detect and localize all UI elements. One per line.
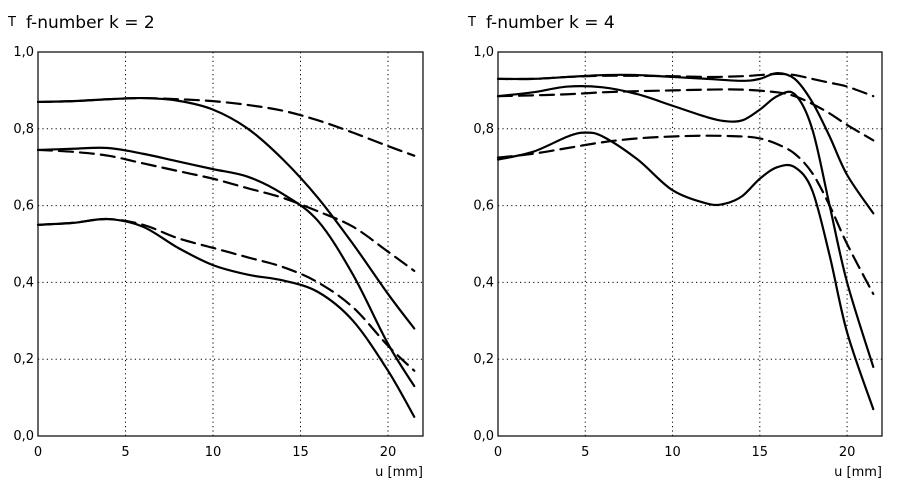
x-tick-label: 20 — [380, 445, 397, 460]
chart-title: f-number k = 4 — [486, 13, 615, 33]
series-line-6-dashed — [496, 134, 875, 296]
y-tick-label: 0,0 — [473, 429, 494, 444]
y-axis-label: T — [7, 15, 16, 30]
series-line-1-solid — [496, 72, 875, 215]
plot-frame — [497, 51, 883, 437]
series-line-4-dashed — [496, 88, 875, 142]
x-tick-label: 5 — [581, 445, 589, 460]
series-line-2-dashed — [36, 96, 416, 157]
series-line-3-solid — [36, 146, 416, 388]
chart-panel-2: 0,0 0,2 0,4 0,6 0,8 1,0 0 5 10 15 20 T f-number k = … — [467, 13, 883, 480]
series-line-5-solid — [36, 217, 416, 418]
chart-title: f-number k = 2 — [26, 13, 155, 33]
chart-panel-1: 0,0 0,2 0,4 0,6 0,8 1,0 0 5 10 15 20 T f-number k = … — [7, 13, 424, 480]
x-axis-label: u [mm] — [834, 465, 882, 480]
x-axis-label: u [mm] — [375, 465, 423, 480]
y-axis-label: T — [467, 15, 476, 30]
plot-frame — [37, 51, 424, 437]
y-tick-label: 0,0 — [13, 429, 34, 444]
x-tick-label: 20 — [839, 445, 856, 460]
x-tick-label: 15 — [292, 445, 309, 460]
y-tick-label: 0,2 — [13, 352, 34, 367]
y-tick-label: 0,8 — [473, 122, 494, 137]
series-line-4-dashed — [36, 148, 416, 272]
y-tick-label: 1,0 — [13, 45, 34, 60]
series-line-1-solid — [36, 96, 416, 330]
x-tick-label: 5 — [121, 445, 129, 460]
y-tick-label: 0,2 — [473, 352, 494, 367]
x-tick-label: 10 — [205, 445, 222, 460]
y-tick-label: 1,0 — [473, 45, 494, 60]
series-line-2-dashed — [496, 72, 875, 98]
y-tick-label: 0,8 — [13, 122, 34, 137]
y-tick-label: 0,6 — [13, 199, 34, 214]
x-tick-label: 15 — [752, 445, 769, 460]
series-line-6-dashed — [36, 217, 416, 372]
x-tick-label: 0 — [494, 445, 502, 460]
y-tick-label: 0,4 — [473, 275, 494, 290]
y-tick-label: 0,6 — [473, 199, 494, 214]
series-line-5-solid — [496, 131, 875, 411]
series-line-3-solid — [496, 85, 875, 368]
y-tick-label: 0,4 — [13, 275, 34, 290]
x-tick-label: 0 — [34, 445, 42, 460]
x-tick-label: 10 — [664, 445, 681, 460]
